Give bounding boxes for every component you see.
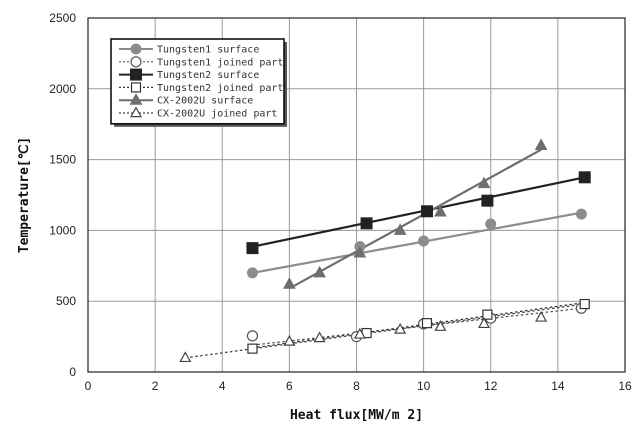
legend-label: Tungsten2 joined part [157, 83, 283, 94]
x-tick-label: 0 [85, 379, 92, 393]
x-tick-label: 8 [353, 379, 360, 393]
data-point [313, 265, 326, 278]
data-point [179, 351, 192, 363]
legend-marker [130, 43, 142, 55]
legend-marker [130, 82, 142, 93]
legend-label: Tungsten2 surface [157, 70, 259, 81]
legend-label: CX-2002U joined part [157, 109, 277, 120]
data-markers [179, 138, 591, 363]
trend-line [288, 148, 542, 290]
x-tick-label: 2 [152, 379, 159, 393]
data-point [481, 194, 494, 207]
data-point [434, 320, 447, 331]
data-point [246, 242, 259, 255]
data-point [247, 343, 258, 354]
data-point [477, 176, 491, 189]
data-point [579, 298, 590, 310]
y-tick-label: 1000 [49, 223, 76, 237]
trend-line [252, 211, 582, 274]
data-point [535, 310, 548, 322]
legend-label: Tungsten1 joined part [157, 57, 283, 68]
legend-label: Tungsten1 surface [157, 45, 259, 56]
x-tick-label: 6 [286, 379, 293, 393]
data-point [353, 327, 366, 339]
trend-line [252, 307, 582, 346]
x-tick-label: 14 [551, 379, 565, 393]
trend-line [252, 301, 585, 349]
data-point [360, 217, 373, 230]
data-point [246, 330, 259, 342]
y-tick-label: 2500 [49, 11, 76, 25]
x-tick-labels: 0 2 4 6 8 10 12 14 16 [85, 379, 632, 393]
data-point [420, 205, 433, 218]
data-point [434, 204, 447, 217]
x-tick-label: 4 [219, 379, 226, 393]
y-axis-title: Temperature[℃] [17, 137, 32, 253]
y-tick-label: 2000 [49, 82, 76, 96]
data-point [485, 218, 497, 230]
data-point [246, 267, 258, 279]
legend-box [110, 38, 285, 125]
x-tick-label: 10 [417, 379, 431, 393]
trend-line [252, 176, 585, 248]
data-point [478, 317, 491, 329]
data-point [418, 235, 430, 247]
data-point [313, 331, 326, 343]
data-point [283, 277, 296, 289]
grid-lines [87, 17, 626, 373]
legend-marker [130, 68, 142, 81]
plot-frame [87, 17, 626, 373]
data-point [353, 246, 367, 258]
y-tick-label: 0 [69, 365, 76, 379]
data-point [421, 318, 433, 329]
data-point [482, 309, 493, 320]
data-point [534, 138, 548, 150]
data-point [394, 322, 407, 334]
data-point [578, 171, 591, 184]
legend-marker [129, 106, 143, 118]
x-tick-label: 16 [618, 379, 632, 393]
y-tick-labels: 0 500 1000 1500 2000 2500 [49, 11, 76, 379]
data-point [393, 223, 407, 235]
x-tick-label: 12 [484, 379, 498, 393]
y-tick-label: 1500 [49, 153, 76, 167]
legend-marker [130, 56, 142, 68]
x-axis-title: Heat flux[MW/m 2] [290, 408, 423, 423]
data-point [283, 334, 296, 346]
data-point [575, 208, 587, 220]
legend-marker [129, 93, 143, 105]
y-tick-label: 500 [56, 294, 76, 308]
legend-label: CX-2002U surface [157, 96, 253, 107]
